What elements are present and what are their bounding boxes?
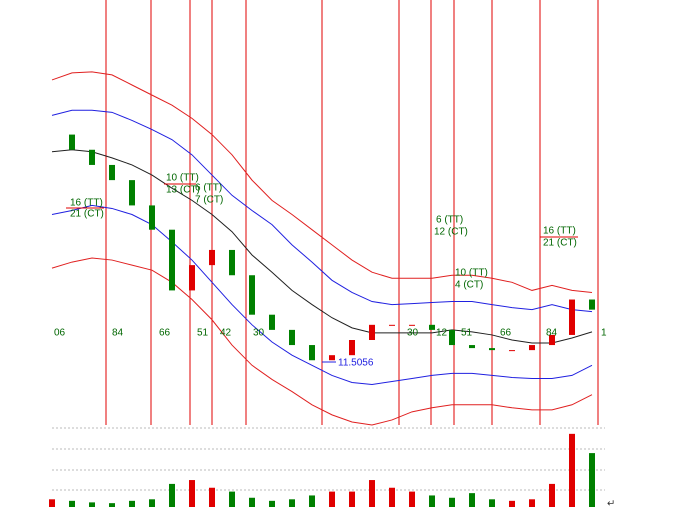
volume-bar <box>209 487 215 507</box>
band-line <box>51 204 593 386</box>
volume-bar <box>149 499 155 507</box>
volume-bar <box>489 499 495 507</box>
volume-bar <box>269 500 275 507</box>
candle <box>409 324 415 326</box>
candle <box>429 324 435 330</box>
candle <box>369 324 375 340</box>
volume-bar <box>249 497 255 507</box>
volume-bar <box>449 497 455 507</box>
candle <box>449 329 455 346</box>
volume-bar <box>349 491 355 507</box>
candle <box>389 324 395 326</box>
candle <box>229 249 235 276</box>
volume-bar <box>369 480 375 507</box>
volume-bar <box>189 480 195 507</box>
candle <box>149 205 155 230</box>
cycle-annotation: 6 (TT) <box>195 183 222 194</box>
time-label: 30 <box>407 328 419 339</box>
candle <box>209 249 215 266</box>
time-label: 84 <box>112 328 124 339</box>
candle <box>269 314 275 330</box>
volume-bar <box>89 502 95 507</box>
candle <box>489 348 495 351</box>
time-label: 66 <box>159 328 171 339</box>
cycle-annotation: 16 (TT) <box>70 198 103 209</box>
band-line <box>51 149 593 344</box>
time-label: 1 <box>601 328 607 339</box>
volume-bar <box>589 453 595 507</box>
cycle-annotation: 12 (CT) <box>434 227 468 238</box>
volume-bar <box>169 483 175 507</box>
cycle-annotation: 10 (TT) <box>455 268 488 279</box>
candle <box>89 149 95 165</box>
volume-bar <box>429 495 435 507</box>
candle <box>569 299 575 335</box>
candle <box>169 229 175 291</box>
candle <box>469 345 475 349</box>
cycle-annotation: 4 (CT) <box>455 280 483 291</box>
volume-bar <box>389 487 395 507</box>
volume-bar <box>69 500 75 507</box>
volume-bar <box>49 499 55 507</box>
candle <box>589 299 595 310</box>
volume-bar <box>109 503 115 507</box>
cycle-annotation: 7 (CT) <box>195 195 223 206</box>
candle <box>289 329 295 346</box>
cycle-annotation: 13 (CT) <box>166 185 200 196</box>
volume-bar <box>229 491 235 507</box>
cycle-annotation: 21 (CT) <box>543 238 577 249</box>
volume-bar <box>509 500 515 507</box>
candle <box>549 334 555 346</box>
band-line <box>51 71 593 293</box>
candle <box>109 164 115 181</box>
time-label: 30 <box>253 328 265 339</box>
cycle-annotation: 6 (TT) <box>436 215 463 226</box>
cycle-annotation: 21 (CT) <box>70 209 104 220</box>
candle <box>349 340 355 356</box>
volume-bar <box>289 499 295 507</box>
cycle-annotation: 10 (TT) <box>166 173 199 184</box>
time-label: 66 <box>500 328 512 339</box>
footer-symbol: ↵ <box>607 499 615 509</box>
time-label: 51 <box>197 328 209 339</box>
band-line <box>51 109 593 313</box>
volume-bar <box>469 493 475 507</box>
candle <box>329 355 335 361</box>
time-label: 42 <box>220 328 232 339</box>
time-label: 51 <box>461 328 473 339</box>
volume-bar <box>309 495 315 507</box>
volume-bar <box>329 491 335 507</box>
volume-bar <box>129 500 135 507</box>
time-label: 12 <box>436 328 448 339</box>
time-label: 06 <box>54 328 66 339</box>
volume-bar <box>529 499 535 507</box>
candle <box>129 180 135 206</box>
candle <box>309 345 315 361</box>
low-label: 11.5056 <box>338 358 374 369</box>
cycle-annotation: 16 (TT) <box>543 226 576 237</box>
candle <box>509 350 515 352</box>
candle <box>249 275 255 315</box>
volume-bar <box>409 491 415 507</box>
time-label: 84 <box>546 328 558 339</box>
candle <box>529 345 535 351</box>
candle <box>189 265 195 291</box>
volume-bar <box>549 483 555 507</box>
candle <box>69 134 75 150</box>
volume-bar <box>569 433 575 507</box>
band-line <box>51 257 593 426</box>
